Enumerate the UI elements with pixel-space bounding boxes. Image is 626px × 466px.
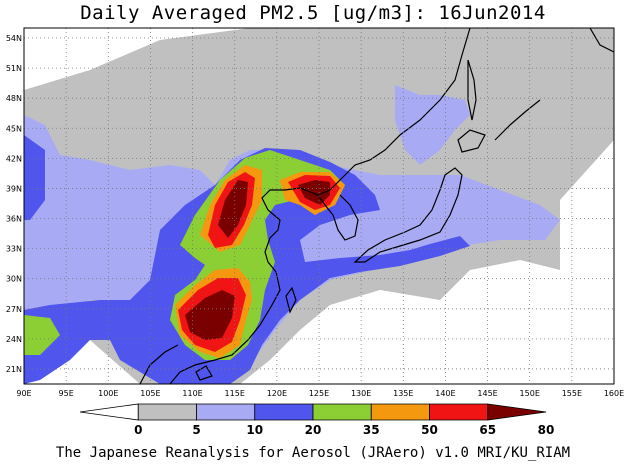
lat-tick-label: 45N bbox=[6, 124, 22, 133]
lon-tick-label: 145E bbox=[477, 389, 497, 398]
credit-line: The Japanese Reanalysis for Aerosol (JRA… bbox=[55, 445, 571, 461]
coastline-kurils bbox=[494, 99, 541, 141]
coastline-taiwan bbox=[285, 286, 297, 314]
grid-lines bbox=[24, 28, 614, 384]
color-legend: 0 5 10 20 35 50 65 80 bbox=[79, 403, 555, 437]
lon-tick-label: 100E bbox=[98, 389, 118, 398]
lon-tick-label: 105E bbox=[140, 389, 160, 398]
lon-tick-label: 135E bbox=[393, 389, 413, 398]
lon-tick-label: 155E bbox=[562, 389, 582, 398]
legend-swatch bbox=[487, 403, 547, 421]
coastline-vietnam bbox=[139, 344, 179, 384]
lon-tick-label: 90E bbox=[16, 389, 31, 398]
coastline-japan bbox=[353, 167, 463, 263]
legend-label: 50 bbox=[421, 423, 438, 437]
coastline-sakhalin bbox=[467, 59, 477, 121]
field-blue bbox=[24, 135, 45, 220]
lat-tick-label: 54N bbox=[6, 34, 22, 43]
lon-tick-label: 110E bbox=[182, 389, 202, 398]
concentration-fields bbox=[24, 28, 614, 384]
coastline-hokkaido bbox=[457, 129, 486, 153]
legend-label: 10 bbox=[246, 423, 263, 437]
coastline-kamchatka bbox=[589, 28, 614, 53]
lon-tick-label: 160E bbox=[604, 389, 624, 398]
lat-tick-label: 42N bbox=[6, 154, 22, 163]
lon-tick-labels: 90E 95E 100E 105E 110E 115E 120E 125E 130E 135E 14… bbox=[16, 389, 624, 398]
lat-tick-label: 48N bbox=[6, 94, 22, 103]
lat-tick-label: 24N bbox=[6, 335, 22, 344]
lon-tick-label: 95E bbox=[59, 389, 74, 398]
legend-label: 20 bbox=[305, 423, 322, 437]
lon-tick-label: 140E bbox=[435, 389, 455, 398]
lat-tick-label: 36N bbox=[6, 215, 22, 224]
legend-swatch bbox=[370, 403, 430, 421]
lon-tick-label: 125E bbox=[309, 389, 329, 398]
lat-tick-label: 27N bbox=[6, 305, 22, 314]
legend-label: 0 bbox=[134, 423, 142, 437]
legend-label: 65 bbox=[479, 423, 496, 437]
coastline-hainan bbox=[195, 365, 213, 381]
lon-tick-label: 130E bbox=[351, 389, 371, 398]
lat-tick-label: 51N bbox=[6, 64, 22, 73]
field-lightblue-2 bbox=[395, 85, 470, 165]
legend-swatch bbox=[137, 403, 197, 421]
legend-swatch bbox=[429, 403, 489, 421]
coastline-korea bbox=[317, 194, 359, 241]
legend-swatch bbox=[254, 403, 314, 421]
lat-tick-labels: 54N 51N 48N 45N 42N 39N 36N 33N 30N 27N 24N 21N bbox=[6, 34, 22, 374]
lat-tick-label: 33N bbox=[6, 245, 22, 254]
legend-label: 5 bbox=[192, 423, 200, 437]
field-darkred bbox=[218, 180, 248, 238]
legend-swatch bbox=[196, 403, 256, 421]
legend-label: 35 bbox=[363, 423, 380, 437]
legend-swatch bbox=[79, 403, 139, 421]
lat-tick-label: 39N bbox=[6, 184, 22, 193]
lon-tick-label: 150E bbox=[520, 389, 540, 398]
lon-tick-label: 115E bbox=[225, 389, 245, 398]
field-darkred-2 bbox=[298, 180, 330, 205]
lat-tick-label: 21N bbox=[6, 365, 22, 374]
field-darkred-3 bbox=[185, 290, 235, 340]
legend-label: 80 bbox=[538, 423, 555, 437]
lat-tick-label: 30N bbox=[6, 275, 22, 284]
legend-swatch bbox=[312, 403, 372, 421]
map-frame bbox=[23, 27, 615, 385]
field-green-2 bbox=[24, 315, 60, 355]
map-title: Daily Averaged PM2.5 [ug/m3]: 16Jun2014 bbox=[80, 2, 546, 24]
lon-tick-label: 120E bbox=[267, 389, 287, 398]
coastline-mainland bbox=[169, 28, 471, 384]
